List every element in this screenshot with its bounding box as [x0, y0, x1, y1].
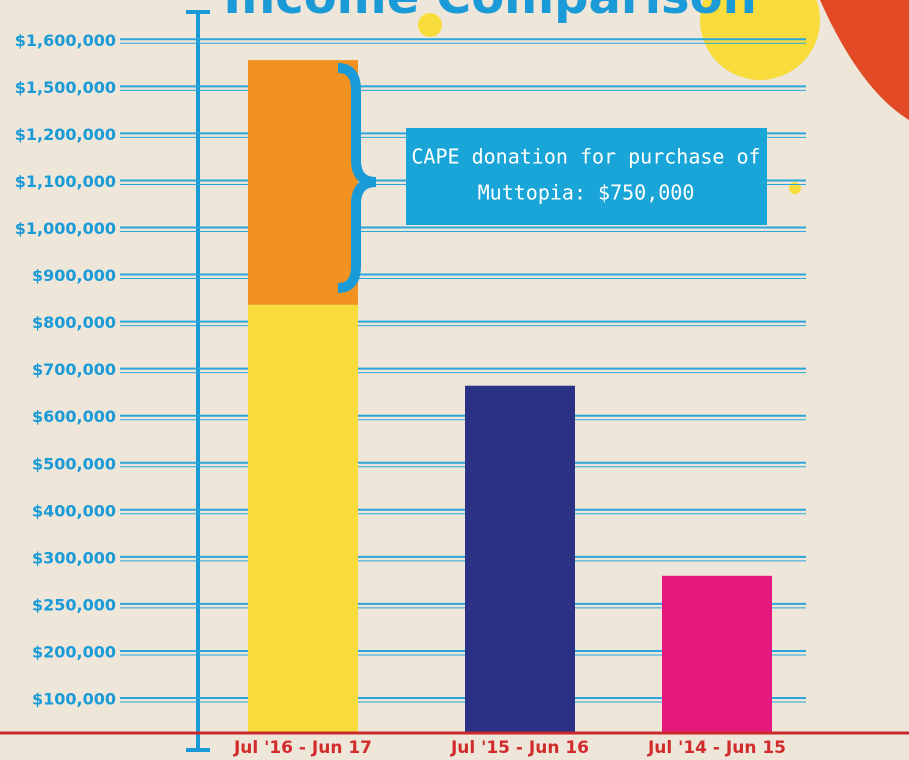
corner-badge	[820, 0, 909, 120]
x-tick-label: Jul '15 - Jun 16	[450, 738, 589, 758]
y-tick-label: $800,000	[32, 313, 116, 332]
y-tick-label: $300,000	[32, 548, 116, 567]
bar	[465, 386, 575, 733]
y-tick-label: $1,100,000	[15, 172, 116, 191]
annotation-text: Muttopia: $750,000	[478, 181, 695, 205]
y-tick-label: $1,000,000	[15, 219, 116, 238]
x-tick-label: Jul '14 - Jun 15	[647, 738, 786, 758]
y-tick-label: $100,000	[32, 690, 116, 709]
x-tick-label: Jul '16 - Jun 17	[233, 738, 372, 758]
chart-title: Income Comparison	[223, 0, 757, 25]
y-tick-label: $200,000	[32, 642, 116, 661]
annotation-text: CAPE donation for purchase of	[411, 145, 760, 169]
y-tick-label: $1,200,000	[15, 125, 116, 144]
y-tick-label: $250,000	[32, 595, 116, 614]
paint-drop	[789, 182, 801, 194]
y-tick-label: $1,600,000	[15, 31, 116, 50]
y-tick-label: $1,500,000	[15, 78, 116, 97]
y-tick-label: $500,000	[32, 454, 116, 473]
y-tick-label: $600,000	[32, 407, 116, 426]
y-tick-label: $900,000	[32, 266, 116, 285]
y-tick-label: $700,000	[32, 360, 116, 379]
bar	[248, 60, 358, 305]
y-tick-label: $400,000	[32, 501, 116, 520]
chart: Income Comparison $100,000 $200,000 $250,0…	[0, 0, 909, 760]
bar	[248, 305, 358, 733]
annotation-box	[406, 128, 767, 225]
bar	[662, 576, 772, 733]
